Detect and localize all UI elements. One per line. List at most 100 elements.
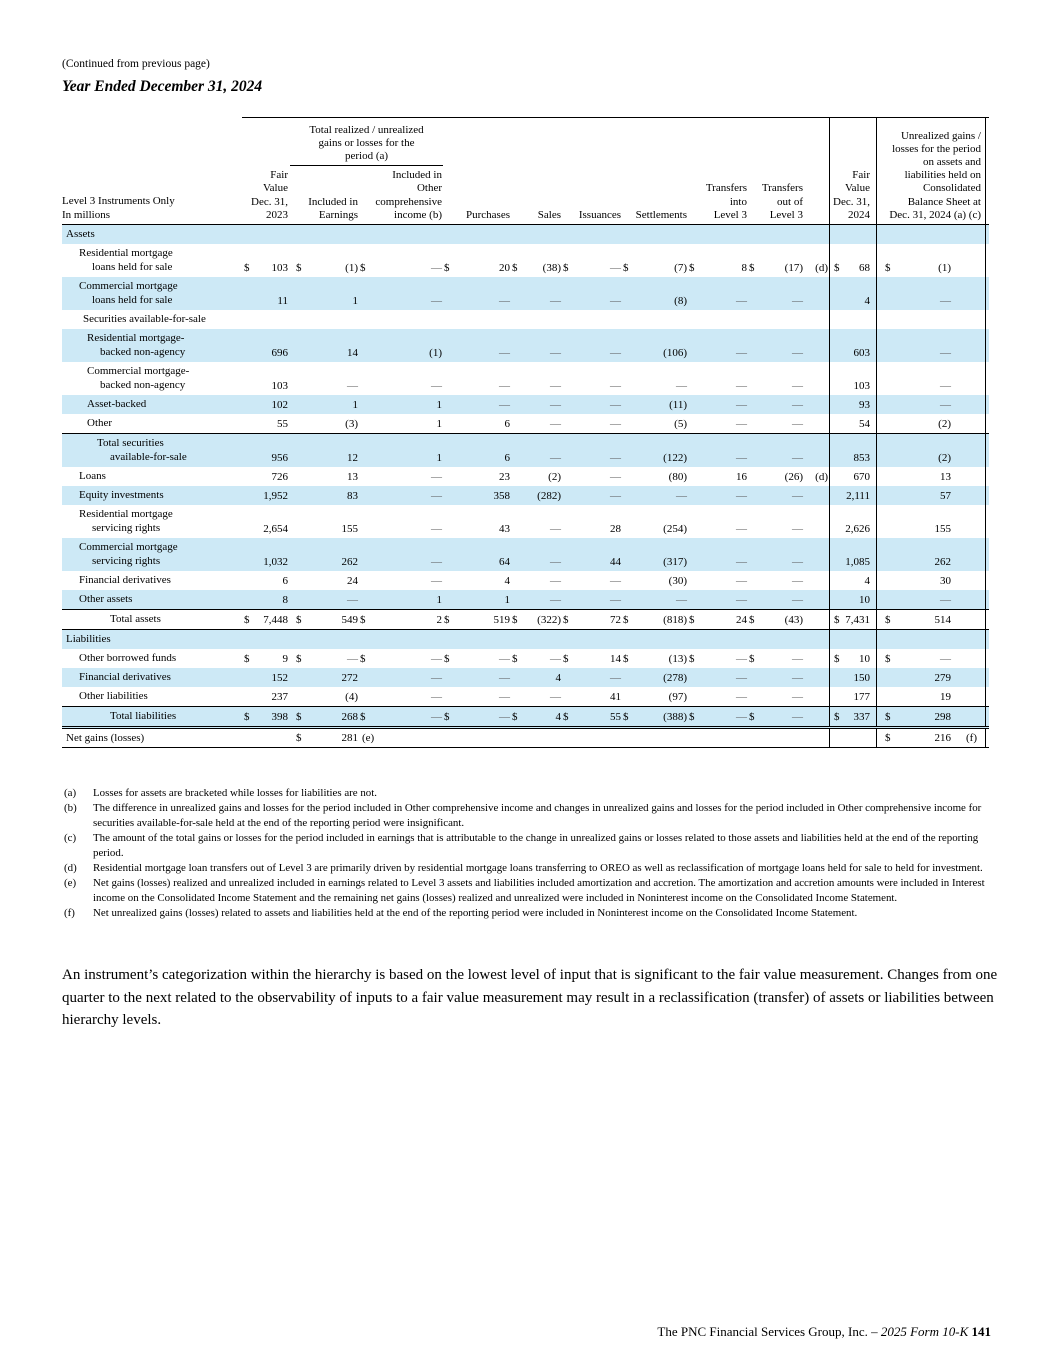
currency-symbol: $: [512, 652, 518, 665]
table-cell: —: [687, 329, 747, 362]
table-row: Other 55 (3) 1 6 — — (5) — — 54 (2): [62, 413, 989, 433]
cell-value: —: [550, 574, 561, 587]
table-cell: [621, 630, 687, 649]
table-cell: [288, 225, 358, 244]
footnote-key: (f): [64, 907, 75, 920]
table-cell: $514: [877, 609, 986, 629]
table-cell: $ —: [510, 649, 561, 668]
table-cell: (4): [288, 687, 358, 706]
table-cell: 4: [510, 668, 562, 687]
table-cell: [877, 309, 986, 329]
table-cell: —: [747, 590, 829, 609]
cell-value: —: [792, 690, 803, 703]
cell-value: 726: [271, 470, 289, 483]
table-cell: —: [747, 362, 829, 395]
footnote-ref: (d): [815, 261, 828, 274]
table-cell: 12: [288, 434, 358, 467]
table-cell: [747, 310, 829, 329]
cell-value: 23: [499, 470, 510, 483]
cell-value: 93: [859, 398, 870, 411]
table-cell: —: [747, 538, 829, 571]
cell-value: —: [736, 294, 747, 307]
table-row: Financial derivatives 152 272 — — 4 — (278) — — 15…: [62, 667, 989, 687]
cell-value: —: [792, 346, 803, 359]
cell-value: 237: [271, 690, 289, 703]
cell-value: 11: [277, 294, 288, 307]
cell-value: —: [792, 417, 803, 430]
table-cell: —: [687, 362, 747, 395]
table-cell: —: [561, 434, 621, 467]
footnote-ref: (d): [815, 470, 828, 483]
cell-value: —: [550, 451, 561, 464]
cell-value: —: [792, 451, 803, 464]
table-row: Other borrowed funds $9 $ — $ — $ — $ — $14 $ (13) $ —…: [62, 648, 989, 668]
footnote-item: (a) Losses for assets are bracketed while…: [62, 786, 994, 801]
footer-company: The PNC Financial Services Group, Inc. –: [657, 1324, 881, 1339]
table-cell: [242, 630, 288, 649]
table-cell: [442, 630, 510, 649]
table-cell: [242, 225, 288, 244]
cell-value: 1: [352, 294, 359, 307]
table-cell: [242, 310, 288, 329]
cell-value: —: [347, 652, 358, 665]
row-label: Total assets: [110, 612, 161, 625]
col-header-transfers-into-level3: Transfers into Level 3: [705, 182, 747, 221]
table-cell: 603: [829, 328, 877, 362]
cell-value: —: [610, 593, 621, 606]
table-cell: 13: [877, 466, 986, 486]
table-cell: (1): [358, 329, 442, 362]
table-cell: —: [288, 362, 358, 395]
table-cell: 1: [288, 277, 359, 310]
table-cell: 16: [687, 467, 747, 486]
cell-value: —: [792, 652, 803, 665]
table-cell: —: [877, 328, 986, 362]
cell-value: 43: [499, 522, 510, 535]
cell-value: —: [499, 398, 510, 411]
footnote-item: (d) Residential mortgage loan transfers o…: [62, 861, 994, 876]
table-cell: 41: [561, 687, 621, 706]
cell-value: (5): [674, 417, 687, 430]
cell-value: (80): [668, 470, 687, 483]
table-cell: —: [687, 486, 747, 505]
cell-value: —: [431, 574, 442, 587]
table-cell: [621, 225, 687, 244]
table-cell: [829, 309, 877, 329]
row-label: Total liabilities: [110, 709, 177, 722]
cell-value: —: [431, 690, 442, 703]
currency-symbol: $: [623, 652, 629, 665]
table-cell: [442, 310, 510, 329]
table-cell: 14: [288, 329, 358, 362]
table-cell: $ —: [358, 244, 442, 277]
cell-value: 4: [864, 574, 871, 587]
cell-value: (2): [938, 451, 951, 464]
row-label: Commercial mortgage loans held for sale: [79, 279, 178, 306]
cell-value: 549: [341, 613, 359, 626]
cell-value: 281: [341, 732, 359, 745]
row-label: Assets: [66, 228, 95, 241]
table-cell: 272: [288, 668, 359, 687]
table-cell: 155: [288, 505, 359, 538]
cell-value: —: [676, 379, 687, 392]
cell-value: (43): [784, 613, 803, 626]
cell-value: —: [736, 555, 747, 568]
cell-value: 150: [853, 671, 871, 684]
table-cell: 956: [242, 434, 289, 467]
table-cell: $72: [561, 610, 621, 629]
row-label: Securities available-for-sale: [83, 312, 206, 325]
table-row: Commercial mortgage- backed non-agency 10…: [62, 361, 989, 395]
cell-value: (1): [345, 261, 358, 274]
currency-symbol: $: [885, 652, 891, 665]
currency-symbol: $: [689, 710, 695, 723]
cell-value: (122): [663, 451, 687, 464]
table-cell: [288, 630, 358, 649]
table-cell: (26) (d): [747, 467, 829, 486]
table-cell: $ (7): [621, 244, 687, 277]
row-header-label: Level 3 Instruments Only In millions: [62, 195, 175, 221]
table-cell: [442, 729, 510, 748]
table-cell: 6: [442, 414, 511, 433]
table-cell: $103: [242, 244, 288, 277]
table-cell: —: [358, 668, 442, 687]
table-cell: (5): [621, 414, 687, 433]
cell-value: 262: [934, 555, 952, 568]
table-cell: [288, 310, 358, 329]
